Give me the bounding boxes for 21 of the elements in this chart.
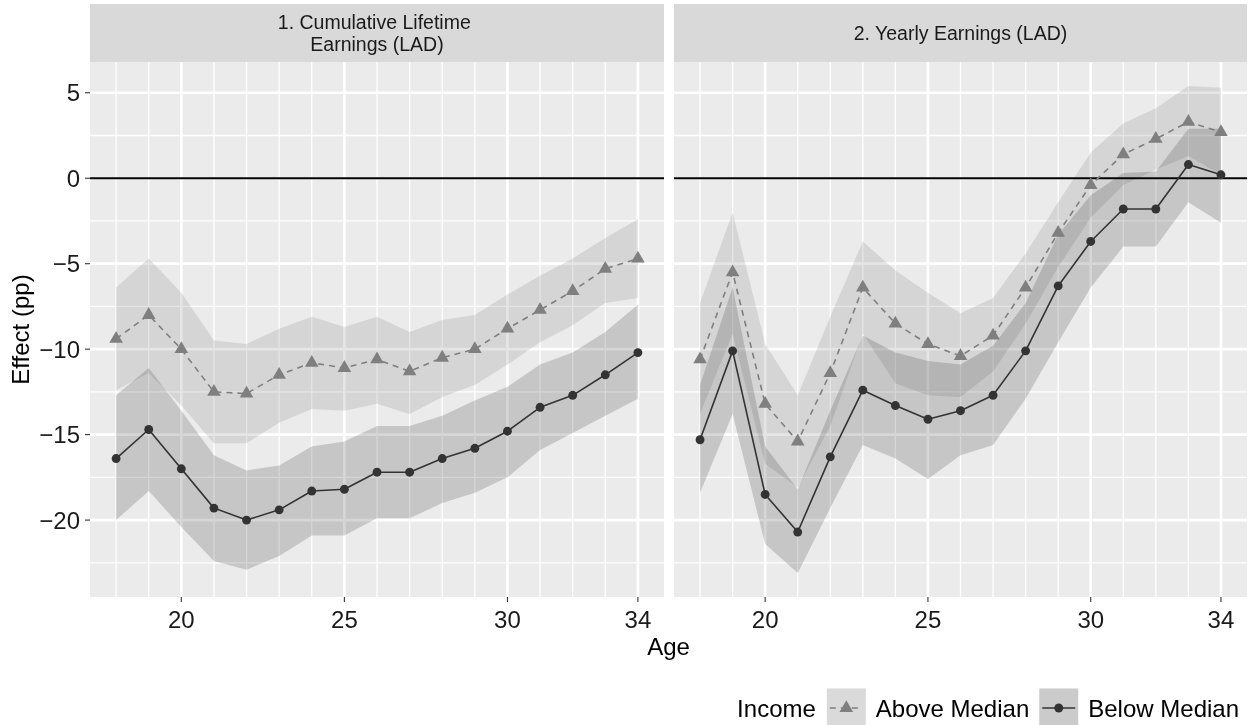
x-tick-label: 34 — [624, 605, 652, 633]
x-tick-label: 20 — [167, 605, 195, 633]
y-axis-title: Effect (pp) — [6, 274, 34, 385]
x-tick-label: 30 — [1077, 605, 1105, 633]
y-tick-label: −10 — [39, 335, 80, 363]
legend-title: Income — [737, 694, 816, 722]
x-tick-label: 34 — [1207, 605, 1235, 633]
legend-label: Below Median — [1088, 694, 1239, 722]
x-tick-label: 30 — [494, 605, 521, 633]
y-tick-label: −20 — [39, 506, 80, 534]
chart-title: 1. Cumulative Lifetime Earnings (LAD) — [277, 10, 477, 56]
x-axis-title: Age — [647, 632, 690, 660]
x-tick-label: 25 — [331, 605, 358, 633]
x-tick-label: 20 — [751, 605, 779, 633]
chart-title: 2. Yearly Earnings (LAD) — [853, 22, 1068, 44]
y-tick-label: −5 — [52, 250, 80, 278]
x-tick-label: 25 — [914, 605, 942, 633]
y-tick-label: −15 — [39, 421, 80, 449]
y-tick-label: 5 — [66, 79, 80, 107]
legend-label: Above Median — [875, 694, 1030, 722]
y-tick-label: 0 — [66, 164, 80, 192]
